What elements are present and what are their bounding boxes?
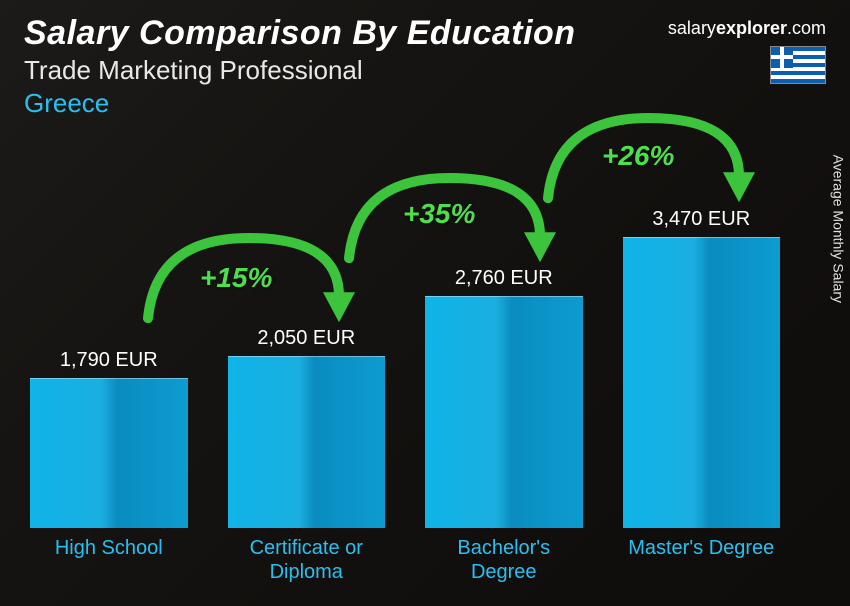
bar-value-label: 2,760 EUR	[455, 267, 553, 290]
brand-prefix: salary	[668, 18, 716, 38]
bar-value-label: 2,050 EUR	[257, 327, 355, 350]
bar	[30, 378, 188, 528]
greece-flag-icon	[770, 46, 826, 84]
bar-value-label: 1,790 EUR	[60, 349, 158, 372]
content-layer: Salary Comparison By Education Trade Mar…	[0, 0, 850, 606]
increase-percentage: +15%	[200, 262, 272, 294]
bar-category-label: Certificate or Diploma	[228, 536, 386, 586]
bar	[623, 237, 781, 528]
bar-group: 2,760 EUR Bachelor's Degree	[425, 267, 583, 586]
bar-category-label: Bachelor's Degree	[425, 536, 583, 586]
header-block: Salary Comparison By Education Trade Mar…	[24, 14, 576, 119]
brand-suffix: .com	[787, 18, 826, 38]
bar-value-label: 3,470 EUR	[652, 208, 750, 231]
bar-category-label: Master's Degree	[628, 536, 774, 586]
bar	[228, 356, 386, 528]
increase-percentage: +35%	[403, 198, 475, 230]
bar-group: 3,470 EUR Master's Degree	[623, 208, 781, 586]
bar-category-label: High School	[55, 536, 163, 586]
increase-percentage: +26%	[602, 140, 674, 172]
bar	[425, 296, 583, 528]
brand-bold: explorer	[716, 18, 787, 38]
bar-group: 2,050 EUR Certificate or Diploma	[228, 327, 386, 586]
y-axis-label: Average Monthly Salary	[830, 155, 846, 303]
brand-label: salaryexplorer.com	[668, 18, 826, 39]
chart-subtitle: Trade Marketing Professional	[24, 55, 576, 86]
bar-group: 1,790 EUR High School	[30, 349, 188, 586]
chart-title: Salary Comparison By Education	[24, 14, 576, 53]
country-name: Greece	[24, 88, 576, 119]
